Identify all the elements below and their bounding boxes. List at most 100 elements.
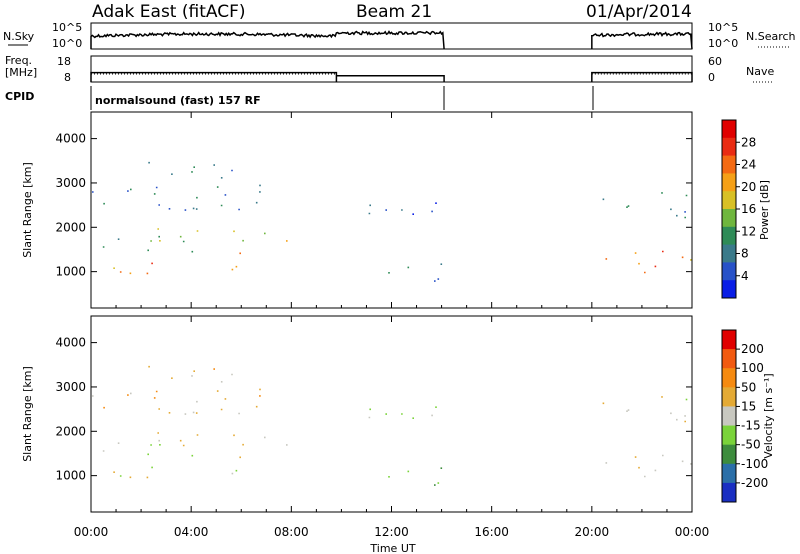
nsky-label: N.Sky [3,30,35,43]
power-echo-cells [117,238,120,240]
x-tick-label: 20:00 [575,525,610,539]
colorbar-segment [722,137,736,157]
y-tick-label: 3000 [55,380,86,394]
power-echo-cells [119,252,241,275]
velocity-colorbar-label: Velocity [m s⁻¹] [762,373,775,458]
x-tick-label: 00:00 [675,525,710,539]
power-echo-cells [602,198,678,217]
nave-tick-top: 60 [708,55,722,68]
colorbar-segment [722,191,736,210]
colorbar-tick-label: -50 [741,438,761,452]
x-axis-label: Time UT [369,542,415,554]
y-tick-label: 1000 [55,265,86,279]
freq-panel: Freq. [MHz] 18 8 60 0 Nave [5,54,774,84]
colorbar-segment [722,482,736,503]
nsearch-tick-bottom: 10^0 [708,37,738,50]
colorbar-segment [722,226,736,246]
colorbar-segment [722,262,736,281]
power-echo-cells [148,161,261,210]
power-echo-cells [92,169,240,211]
velocity-echo-cells [102,436,266,452]
power-echo-cells [102,235,194,253]
velocity-echo-cells [369,406,437,419]
colorbar-segment [722,406,736,427]
x-tick-label: 12:00 [374,525,409,539]
x-tick-label: 04:00 [174,525,209,539]
x-tick-label: 16:00 [474,525,509,539]
power-echo-cells [151,262,153,265]
power-echo-cells [412,202,437,215]
colorbar-tick-label: 16 [741,202,756,216]
power-echoes [92,161,692,282]
power-echo-cells [103,166,223,207]
velocity-echo-cells [157,432,244,447]
colorbar-segment [722,280,736,299]
colorbar-tick-label: 100 [741,361,764,375]
velocity-echo-cells [368,414,433,419]
colorbar-tick-label: 12 [741,224,756,238]
power-echo-cells [626,192,688,219]
x-axis-ticks: 00:00 04:00 08:00 12:00 16:00 20:00 00:00 [74,112,710,539]
velocity-echo-cells [113,456,241,479]
velocity-echo-cells [103,368,261,409]
velocity-echo-cells [605,454,692,478]
freq-label: Freq. [5,54,32,67]
colorbar-segment [722,349,736,369]
power-echo-cells [690,259,692,261]
velocity-echo-cells [388,470,440,484]
colorbar-segment [722,368,736,388]
power-echo-cells [157,228,235,242]
colorbar-tick-label: 4 [741,269,749,283]
velocity-y-ticks: 1000 2000 3000 4000 [55,336,692,483]
power-echo-cells [605,256,684,274]
freq-tick-bottom: 8 [64,71,71,84]
power-echo-cells [113,267,115,269]
colorbar-tick-label: 28 [741,135,756,149]
colorbar-segment [722,444,736,465]
colorbar-segment [722,209,736,228]
power-echo-cells [684,211,686,213]
velocity-echo-cells [147,444,194,457]
freq-tick-top: 18 [57,55,71,68]
x-tick-label: 08:00 [274,525,309,539]
power-echo-cells [388,266,410,274]
colorbar-tick-label: 24 [741,158,756,172]
power-echo-cells [385,209,433,213]
velocity-panel: Slant Range [km] 1000 2000 3000 4000 200 100… [21,315,775,513]
colorbar-segment [722,425,736,446]
velocity-echo-cells [685,398,688,401]
beam-title: Beam 21 [356,2,432,22]
x-tick-label: 00:00 [74,525,109,539]
nsearch-tick-top: 10^5 [708,21,738,34]
y-tick-label: 1000 [55,469,86,483]
colorbar-tick-label: -200 [741,476,768,490]
cpid-label: CPID [5,90,34,103]
colorbar-segment [722,173,736,192]
y-tick-label: 4000 [55,336,86,350]
velocity-echo-cells [119,466,238,477]
nave-label: Nave [746,65,774,78]
power-echo-cells [634,252,640,265]
date-title: 01/Apr/2014 [586,2,692,22]
velocity-echo-cells [634,456,640,469]
nsky-tick-bottom: 10^0 [52,37,82,50]
y-tick-label: 3000 [55,176,86,190]
power-echo-cells [654,250,664,268]
colorbar-tick-label: 50 [741,380,756,394]
colorbar-tick-label: -15 [741,419,761,433]
y-tick-label: 4000 [55,132,86,146]
colorbar-frame [721,329,737,503]
mode-text: normalsound (fast) 157 RF [95,94,261,107]
colorbar-segment [722,387,736,407]
velocity-echo-cells [148,365,261,414]
power-echo-cells [129,240,288,275]
colorbar-segment [722,244,736,263]
power-echo-cells [150,232,266,242]
velocity-echo-cells [626,409,686,421]
velocity-ylabel: Slant Range [km] [21,366,34,462]
nsky-trace [90,30,693,50]
colorbar-segment [722,155,736,174]
power-y-ticks: 1000 2000 3000 4000 [55,132,692,279]
colorbar-tick-label: -100 [741,457,768,471]
